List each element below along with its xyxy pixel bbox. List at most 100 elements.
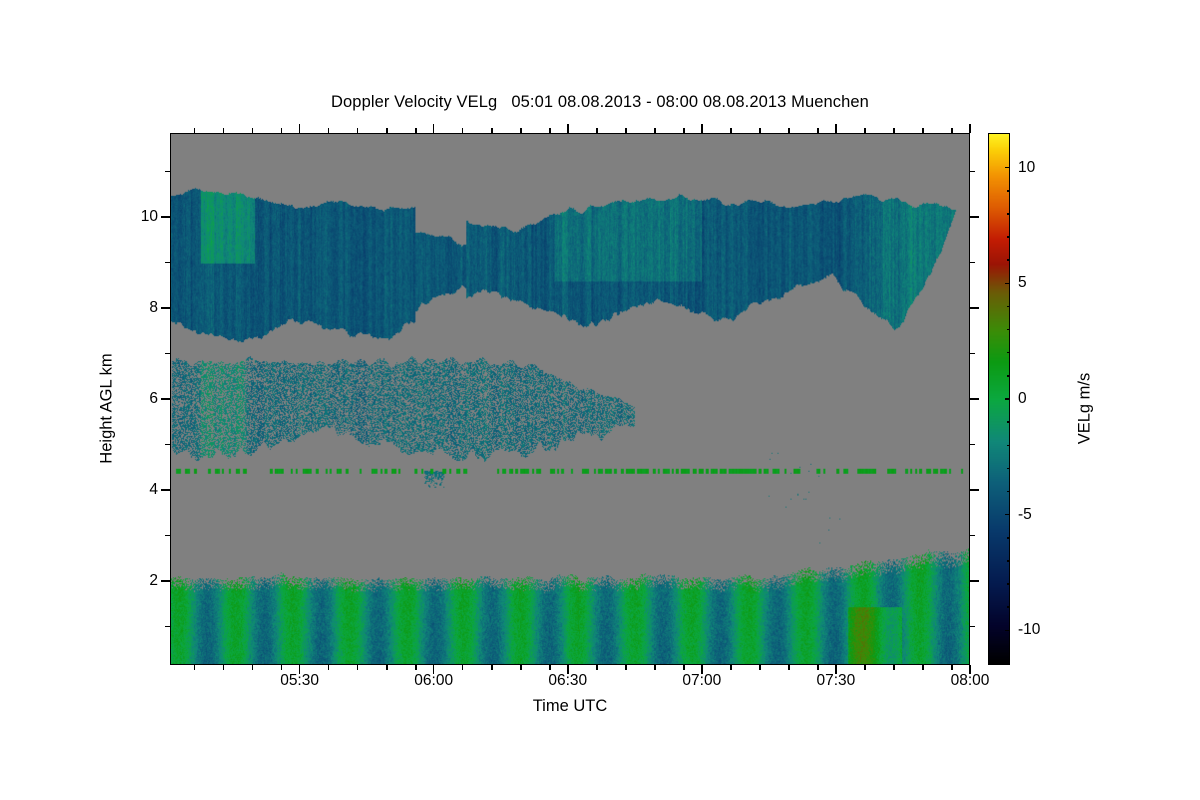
colorbar-minor-tick bbox=[1007, 190, 1010, 192]
colorbar-minor-tick bbox=[1007, 583, 1010, 585]
x-axis-minor-tick bbox=[356, 128, 359, 133]
x-axis-minor-tick bbox=[864, 128, 866, 133]
colorbar-minor-tick bbox=[1007, 259, 1010, 261]
x-axis-minor-tick bbox=[520, 665, 522, 670]
y-axis-minor-tick bbox=[970, 534, 975, 537]
colorbar-tick bbox=[1005, 513, 1010, 516]
x-axis-minor-tick bbox=[625, 665, 627, 670]
y-axis-tick bbox=[161, 580, 170, 582]
colorbar-minor-tick bbox=[1007, 490, 1010, 493]
x-axis-tick bbox=[835, 124, 837, 133]
colorbar-tick bbox=[1005, 398, 1010, 400]
x-axis-minor-tick bbox=[280, 128, 283, 133]
x-axis-minor-tick bbox=[596, 128, 598, 133]
x-axis-minor-tick bbox=[491, 665, 493, 670]
x-axis-minor-tick bbox=[415, 665, 417, 670]
x-axis-label: Time UTC bbox=[532, 697, 608, 715]
y-axis-minor-tick bbox=[165, 625, 170, 628]
y-axis-label: Height AGL km bbox=[97, 353, 116, 464]
y-axis-tick bbox=[161, 216, 170, 218]
colorbar-minor-tick bbox=[1007, 305, 1010, 308]
y-axis-tick-label: 8 bbox=[149, 299, 158, 317]
x-axis-minor-tick bbox=[759, 128, 761, 133]
x-axis-minor-tick bbox=[922, 128, 924, 133]
x-axis-minor-tick bbox=[386, 128, 388, 133]
y-axis-minor-tick bbox=[165, 443, 170, 446]
x-axis-minor-tick bbox=[386, 665, 388, 670]
colorbar-minor-tick bbox=[1007, 328, 1010, 331]
x-axis-minor-tick bbox=[461, 665, 464, 670]
x-axis-tick bbox=[298, 665, 301, 674]
x-axis-tick bbox=[298, 124, 301, 133]
x-axis-tick bbox=[969, 124, 971, 133]
x-axis-minor-tick bbox=[549, 128, 551, 133]
x-axis-tick bbox=[701, 665, 703, 674]
y-axis-minor-tick bbox=[970, 352, 975, 355]
y-axis-tick bbox=[970, 216, 979, 218]
y-axis-tick bbox=[970, 580, 979, 582]
x-axis-tick-label: 05:30 bbox=[280, 672, 319, 689]
y-axis-minor-tick bbox=[165, 170, 170, 173]
doppler-velocity-heatmap bbox=[171, 134, 969, 664]
colorbar-tick-label: 10 bbox=[1018, 158, 1036, 176]
x-axis-minor-tick bbox=[327, 128, 330, 133]
x-axis-minor-tick bbox=[251, 128, 254, 133]
y-axis-minor-tick bbox=[165, 261, 170, 264]
x-axis-minor-tick bbox=[461, 128, 464, 133]
colorbar-gradient bbox=[989, 134, 1009, 664]
y-axis-tick-label: 6 bbox=[149, 390, 158, 407]
x-axis-tick bbox=[567, 665, 569, 674]
x-axis-tick-label: 07:00 bbox=[682, 672, 722, 689]
colorbar-minor-tick bbox=[1007, 351, 1010, 354]
x-axis-minor-tick bbox=[549, 665, 551, 670]
y-axis-minor-tick bbox=[970, 261, 975, 264]
x-axis-minor-tick bbox=[951, 665, 953, 670]
x-axis-minor-tick bbox=[922, 665, 924, 670]
colorbar-tick bbox=[1005, 629, 1010, 632]
colorbar-label: VELg m/s bbox=[1075, 372, 1094, 445]
x-axis-minor-tick bbox=[759, 665, 761, 670]
x-axis-minor-tick bbox=[817, 128, 819, 133]
x-axis-minor-tick bbox=[788, 128, 790, 133]
x-axis-minor-tick bbox=[415, 128, 417, 133]
x-axis-minor-tick bbox=[491, 128, 493, 133]
x-axis-minor-tick bbox=[730, 665, 732, 670]
x-axis-tick bbox=[701, 124, 703, 133]
colorbar-minor-tick bbox=[1007, 537, 1010, 539]
y-axis-tick bbox=[161, 489, 170, 491]
x-axis-minor-tick bbox=[280, 665, 283, 670]
x-axis-minor-tick bbox=[222, 665, 225, 670]
y-axis-minor-tick bbox=[970, 170, 975, 173]
x-axis-tick-label: 07:30 bbox=[816, 672, 856, 689]
x-axis-minor-tick bbox=[893, 665, 895, 670]
y-axis-tick-label: 10 bbox=[140, 208, 158, 226]
x-axis-minor-tick bbox=[251, 665, 254, 670]
x-axis-minor-tick bbox=[654, 128, 656, 133]
x-axis-minor-tick bbox=[654, 665, 656, 670]
y-axis-tick bbox=[161, 398, 170, 400]
x-axis-tick-label: 08:00 bbox=[950, 672, 990, 689]
page-title: Doppler Velocity VELg 05:01 08.08.2013 -… bbox=[331, 93, 869, 111]
colorbar-tick-label: -5 bbox=[1018, 505, 1032, 523]
x-axis-minor-tick bbox=[683, 128, 685, 133]
plot-axes bbox=[170, 133, 970, 665]
x-axis-minor-tick bbox=[864, 665, 866, 670]
colorbar-tick-label: 0 bbox=[1018, 390, 1027, 407]
colorbar-tick-label: 5 bbox=[1018, 274, 1027, 292]
x-axis-tick-label: 06:00 bbox=[414, 672, 454, 689]
x-axis-minor-tick bbox=[222, 128, 225, 133]
colorbar-minor-tick bbox=[1007, 236, 1010, 238]
colorbar-minor-tick bbox=[1007, 421, 1010, 423]
colorbar-minor-tick bbox=[1007, 375, 1010, 377]
y-axis-tick-label: 2 bbox=[149, 571, 158, 589]
x-axis-minor-tick bbox=[520, 128, 522, 133]
x-axis-tick bbox=[567, 124, 569, 133]
x-axis-tick bbox=[969, 665, 971, 674]
y-axis-minor-tick bbox=[165, 352, 170, 355]
colorbar-tick bbox=[1005, 166, 1010, 169]
x-axis-tick-label: 06:30 bbox=[548, 672, 588, 689]
y-axis-tick bbox=[970, 489, 979, 491]
x-axis-minor-tick bbox=[625, 128, 627, 133]
x-axis-minor-tick bbox=[951, 128, 953, 133]
